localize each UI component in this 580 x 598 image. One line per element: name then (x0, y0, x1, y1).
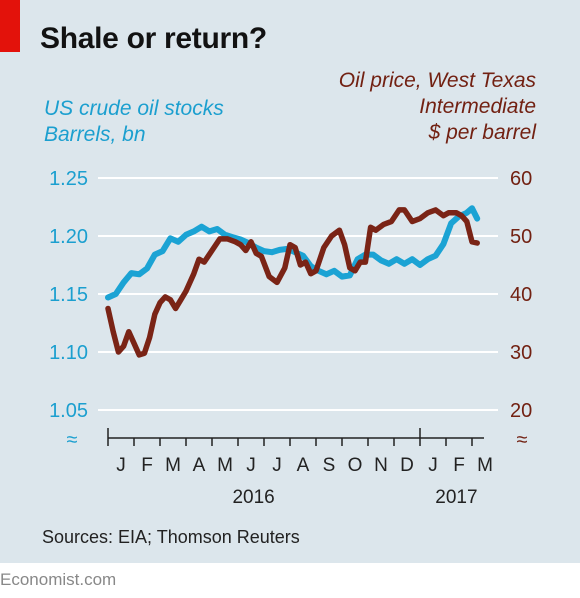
left-axis-label-line: Barrels, bn (44, 123, 146, 146)
oil-price-series-line (105, 207, 480, 358)
right-axis-label-line: Intermediate (419, 95, 536, 118)
month-label: M (477, 455, 493, 476)
series-lines (105, 205, 481, 358)
month-label: O (348, 455, 363, 476)
source-note: Sources: EIA; Thomson Reuters (42, 527, 300, 547)
left-tick-label: 1.15 (49, 284, 88, 306)
month-label: N (374, 455, 388, 476)
month-label: A (193, 455, 206, 476)
right-axis-label-line: Oil price, West Texas (338, 69, 536, 92)
right-axis-break-mark: ≈ (517, 429, 528, 451)
left-axis-label-line: US crude oil stocks (44, 97, 224, 120)
right-axis-label: Oil price, West Texas Intermediate $ per… (339, 68, 536, 146)
right-tick-label: 60 (510, 168, 532, 190)
right-axis-label-line: $ per barrel (428, 121, 536, 144)
right-tick-label: 30 (510, 342, 532, 364)
month-label: M (165, 455, 181, 476)
month-label: J (246, 455, 256, 476)
chart-panel (0, 0, 580, 563)
month-label: F (453, 455, 465, 476)
stocks-series-line (105, 205, 481, 301)
month-label: S (323, 455, 336, 476)
left-tick-label: 1.25 (49, 168, 88, 190)
left-tick-label: 1.10 (49, 342, 88, 364)
left-tick-label: 1.05 (49, 400, 88, 422)
left-axis-ticks: 1.25 1.20 1.15 1.10 1.05 ≈ (49, 168, 88, 451)
right-tick-label: 40 (510, 284, 532, 306)
month-label: D (400, 455, 414, 476)
right-axis-ticks: 60 50 40 30 20 ≈ (510, 168, 532, 451)
month-label: J (428, 455, 438, 476)
brand-footer: Economist.com (0, 570, 117, 589)
month-label: A (297, 455, 310, 476)
left-axis-label: US crude oil stocks Barrels, bn (44, 96, 224, 148)
left-tick-label: 1.20 (49, 226, 88, 248)
left-axis-break-mark: ≈ (67, 429, 78, 451)
year-label: 2017 (435, 487, 477, 508)
month-label: J (116, 455, 126, 476)
right-tick-label: 50 (510, 226, 532, 248)
month-label: J (272, 455, 282, 476)
year-label: 2016 (232, 487, 274, 508)
month-label: M (217, 455, 233, 476)
month-label: F (141, 455, 153, 476)
brand-red-tag (0, 0, 20, 52)
right-tick-label: 20 (510, 400, 532, 422)
gridlines (98, 177, 498, 411)
chart-title: Shale or return? (40, 22, 267, 55)
